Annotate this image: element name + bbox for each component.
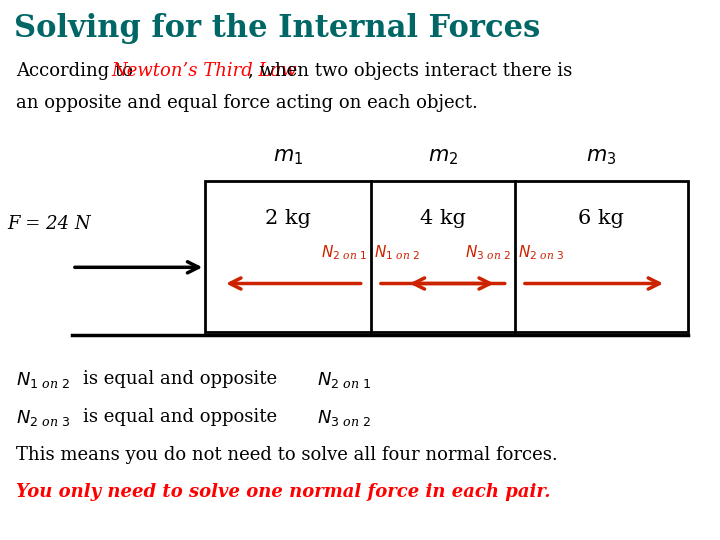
Text: $N_{2\ \mathregular{on}\ 1}$: $N_{2\ \mathregular{on}\ 1}$	[321, 243, 367, 262]
Text: $m_1$: $m_1$	[273, 148, 303, 167]
Text: $m_2$: $m_2$	[428, 148, 458, 167]
Text: 4 kg: 4 kg	[420, 209, 466, 228]
Text: an opposite and equal force acting on each object.: an opposite and equal force acting on ea…	[16, 94, 477, 112]
Text: 2 kg: 2 kg	[265, 209, 311, 228]
Text: Newton’s Third Law: Newton’s Third Law	[112, 62, 297, 80]
Text: , when two objects interact there is: , when two objects interact there is	[248, 62, 572, 80]
Text: $N_{3\ \mathregular{on}\ 2}$: $N_{3\ \mathregular{on}\ 2}$	[317, 408, 371, 428]
Text: According to: According to	[16, 62, 138, 80]
Text: is equal and opposite: is equal and opposite	[83, 408, 277, 426]
Bar	[205, 181, 688, 332]
Text: $m_3$: $m_3$	[586, 148, 616, 167]
Text: Solving for the Internal Forces: Solving for the Internal Forces	[14, 14, 541, 44]
Text: This means you do not need to solve all four normal forces.: This means you do not need to solve all …	[16, 446, 557, 463]
Text: $N_{1\ \mathregular{on}\ 2}$: $N_{1\ \mathregular{on}\ 2}$	[16, 370, 70, 390]
Text: 6 kg: 6 kg	[578, 209, 624, 228]
Text: You only need to solve one normal force in each pair.: You only need to solve one normal force …	[16, 483, 550, 501]
Text: $N_{2\ \mathregular{on}\ 3}$: $N_{2\ \mathregular{on}\ 3}$	[16, 408, 70, 428]
Text: is equal and opposite: is equal and opposite	[83, 370, 277, 388]
Text: $N_{2\ \mathregular{on}\ 3}$: $N_{2\ \mathregular{on}\ 3}$	[518, 243, 564, 262]
Text: $N_{2\ \mathregular{on}\ 1}$: $N_{2\ \mathregular{on}\ 1}$	[317, 370, 371, 390]
Text: $N_{3\ \mathregular{on}\ 2}$: $N_{3\ \mathregular{on}\ 2}$	[465, 243, 511, 262]
Text: $N_{1\ \mathregular{on}\ 2}$: $N_{1\ \mathregular{on}\ 2}$	[374, 243, 420, 262]
Text: F = 24 N: F = 24 N	[7, 215, 91, 233]
